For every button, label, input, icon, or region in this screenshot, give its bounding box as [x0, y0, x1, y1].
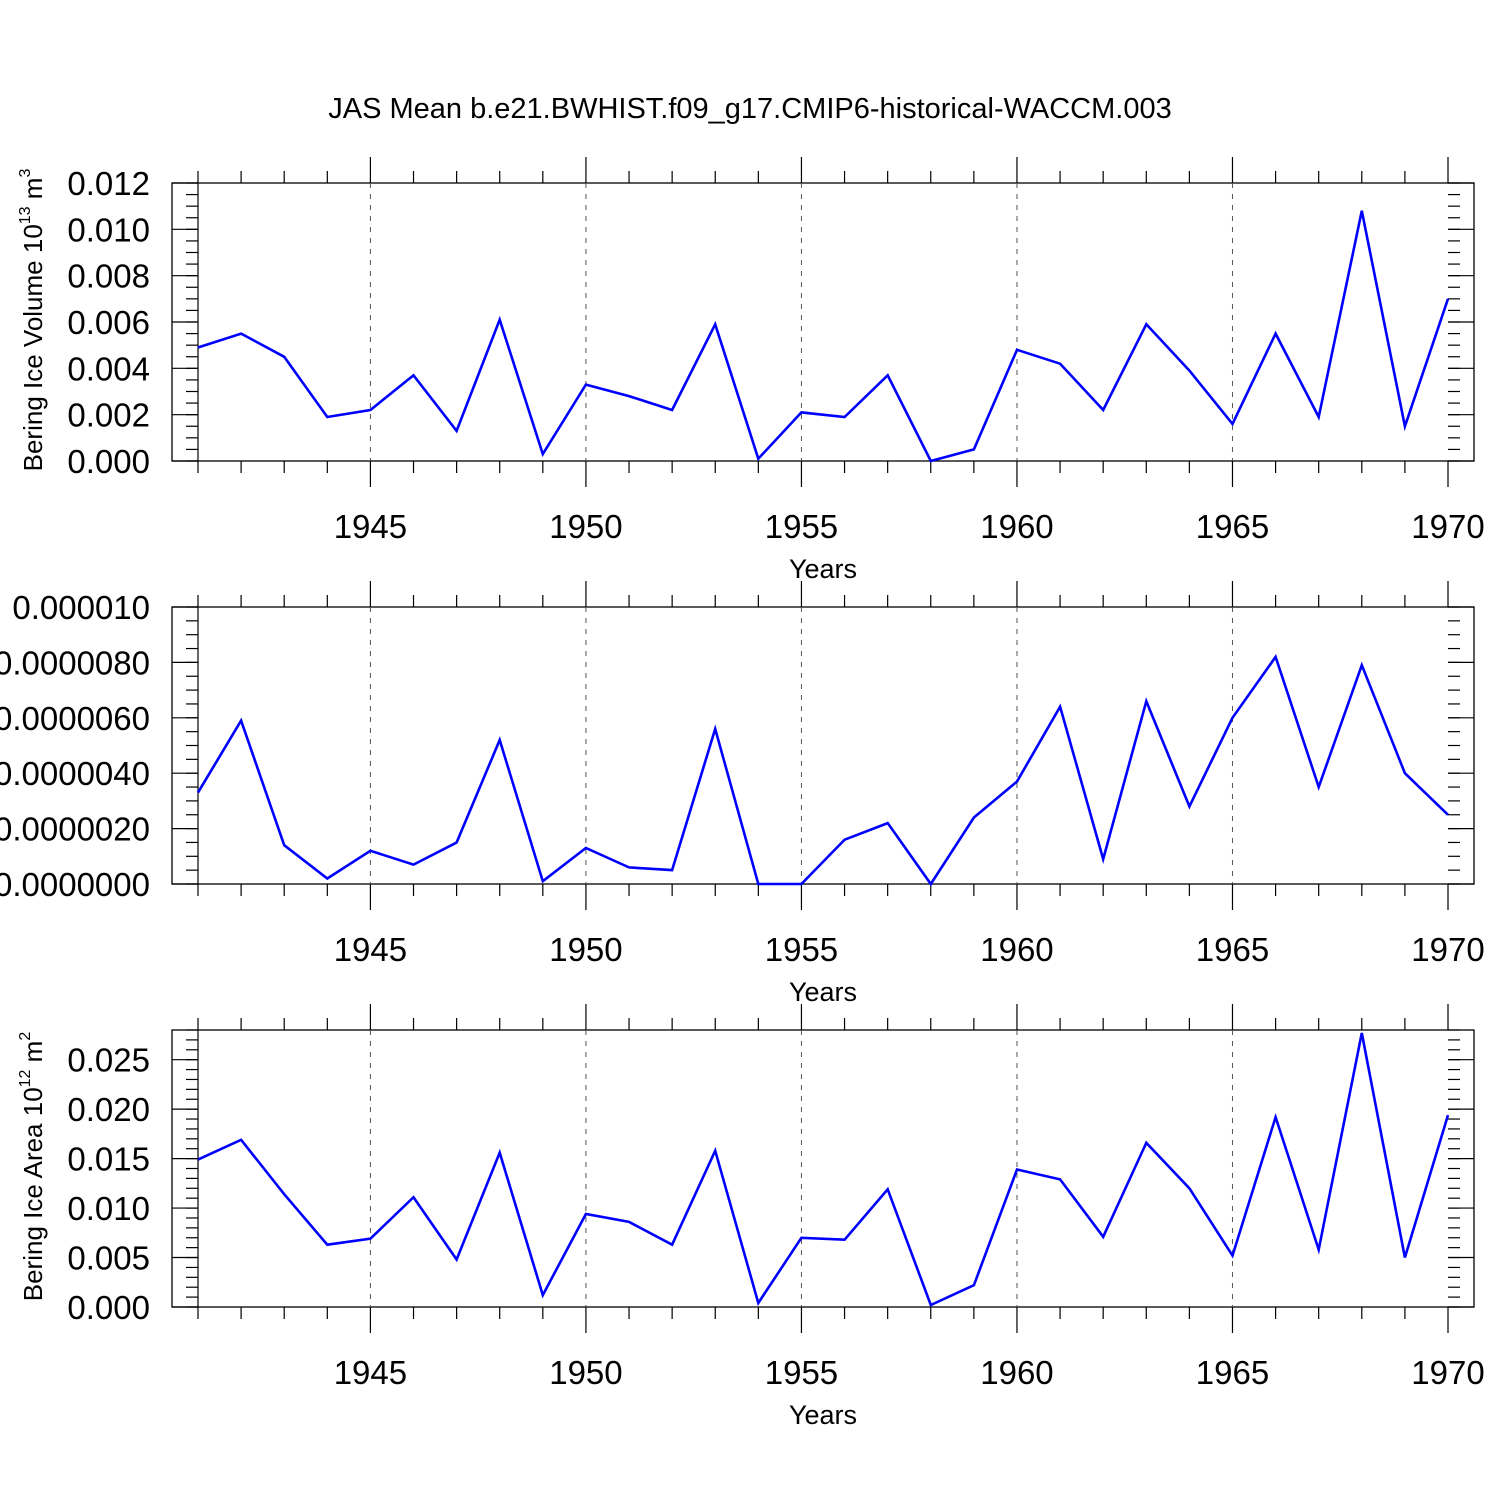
- y-tick-label: 0.004: [67, 350, 150, 387]
- series-line-thickness: [196, 654, 1449, 887]
- figure-title: JAS Mean b.e21.BWHIST.f09_g17.CMIP6-hist…: [328, 93, 1171, 125]
- x-tick-label: 1965: [1196, 508, 1269, 545]
- x-tick-label: 1945: [334, 1354, 407, 1391]
- x-tick-label: 1945: [334, 931, 407, 968]
- y-tick-label: 0.025: [67, 1042, 150, 1079]
- y-tick-label: 0.006: [67, 304, 150, 341]
- x-tick-label: 1950: [549, 1354, 622, 1391]
- plot-frame-thickness: [171, 606, 1475, 885]
- y-tick-label: 0.000: [67, 1289, 150, 1326]
- panel-ice-volume: 1945 1950 1955 1960 1965 1970 0.000 0.002 0.004 0…: [17, 157, 1485, 584]
- x-axis-label: Years: [789, 554, 857, 584]
- series-line-area: [197, 1032, 1450, 1307]
- y-tick-label: 0.0000020: [0, 811, 150, 848]
- panel-ice-thickness: 1945 1950 1955 1960 1965 1970 0.0000000 0.00000…: [0, 581, 1485, 1007]
- series-line-volume: [197, 210, 1450, 463]
- y-tick-label: 0.008: [67, 258, 150, 295]
- y-axis-label: Bering Ice Area 1012 m2: [17, 1032, 48, 1302]
- y-axis-label: Bering Ice Volume 1013 m3: [17, 169, 48, 472]
- y-tick-label: 0.0000060: [0, 700, 150, 737]
- x-tick-label: 1955: [765, 1354, 838, 1391]
- y-tick-label: 0.020: [67, 1091, 150, 1128]
- x-tick-label: 1960: [980, 508, 1053, 545]
- x-tick-label: 1950: [549, 508, 622, 545]
- x-tick-label: 1960: [980, 1354, 1053, 1391]
- x-tick-label: 1970: [1411, 931, 1484, 968]
- x-axis-label: Years: [789, 977, 857, 1007]
- x-tick-label: 1955: [765, 931, 838, 968]
- x-axis-label: Years: [789, 1400, 857, 1430]
- y-tick-label: 0.0000000: [0, 866, 150, 903]
- x-tick-label: 1960: [980, 931, 1053, 968]
- y-tick-label: 0.0000080: [0, 644, 150, 681]
- y-tick-label: 0.000: [67, 443, 150, 480]
- y-tick-label: 0.0000040: [0, 755, 150, 792]
- plot-frame-area: [171, 1029, 1475, 1308]
- plot-frame-volume: [171, 182, 1475, 462]
- panel-ice-area: 1945 1950 1955 1960 1965 1970 0.000 0.005 0.010 0…: [17, 1004, 1485, 1430]
- x-tick-label: 1955: [765, 508, 838, 545]
- y-tick-label: 0.005: [67, 1240, 150, 1277]
- y-tick-label: 0.010: [67, 1190, 150, 1227]
- x-tick-label: 1970: [1411, 508, 1484, 545]
- y-tick-label: 0.015: [67, 1141, 150, 1178]
- x-tick-label: 1965: [1196, 931, 1269, 968]
- x-tick-label: 1965: [1196, 1354, 1269, 1391]
- y-tick-label: 0.010: [67, 211, 150, 248]
- y-tick-label: 0.000010: [12, 589, 150, 626]
- x-tick-label: 1970: [1411, 1354, 1484, 1391]
- x-tick-label: 1950: [549, 931, 622, 968]
- x-tick-label: 1945: [334, 508, 407, 545]
- y-tick-label: 0.012: [67, 165, 150, 202]
- y-tick-label: 0.002: [67, 397, 150, 434]
